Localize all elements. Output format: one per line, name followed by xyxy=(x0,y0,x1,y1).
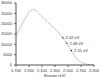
svg-text:Energy (eV): Energy (eV) xyxy=(44,73,66,77)
svg-text:0: 0 xyxy=(10,62,13,67)
svg-text:2.900: 2.900 xyxy=(89,68,92,73)
svg-text:2.700: 2.700 xyxy=(76,68,87,73)
svg-text:20000: 20000 xyxy=(8,21,13,26)
svg-text:10000: 10000 xyxy=(8,42,13,47)
svg-text:2.42 eV: 2.42 eV xyxy=(66,35,80,40)
svg-text:2.48 eV: 2.48 eV xyxy=(70,41,84,46)
svg-text:30000: 30000 xyxy=(8,0,13,5)
svg-text:1.900: 1.900 xyxy=(24,68,35,73)
svg-text:15000: 15000 xyxy=(8,31,13,36)
svg-text:2.55 eV: 2.55 eV xyxy=(74,48,88,53)
svg-text:5000: 5000 xyxy=(8,52,13,57)
svg-text:25000: 25000 xyxy=(8,11,13,16)
svg-text:2.300: 2.300 xyxy=(50,67,60,73)
svg-text:2.100: 2.100 xyxy=(37,67,47,73)
svg-text:2.500: 2.500 xyxy=(63,67,73,73)
svg-text:1.700: 1.700 xyxy=(11,68,22,73)
